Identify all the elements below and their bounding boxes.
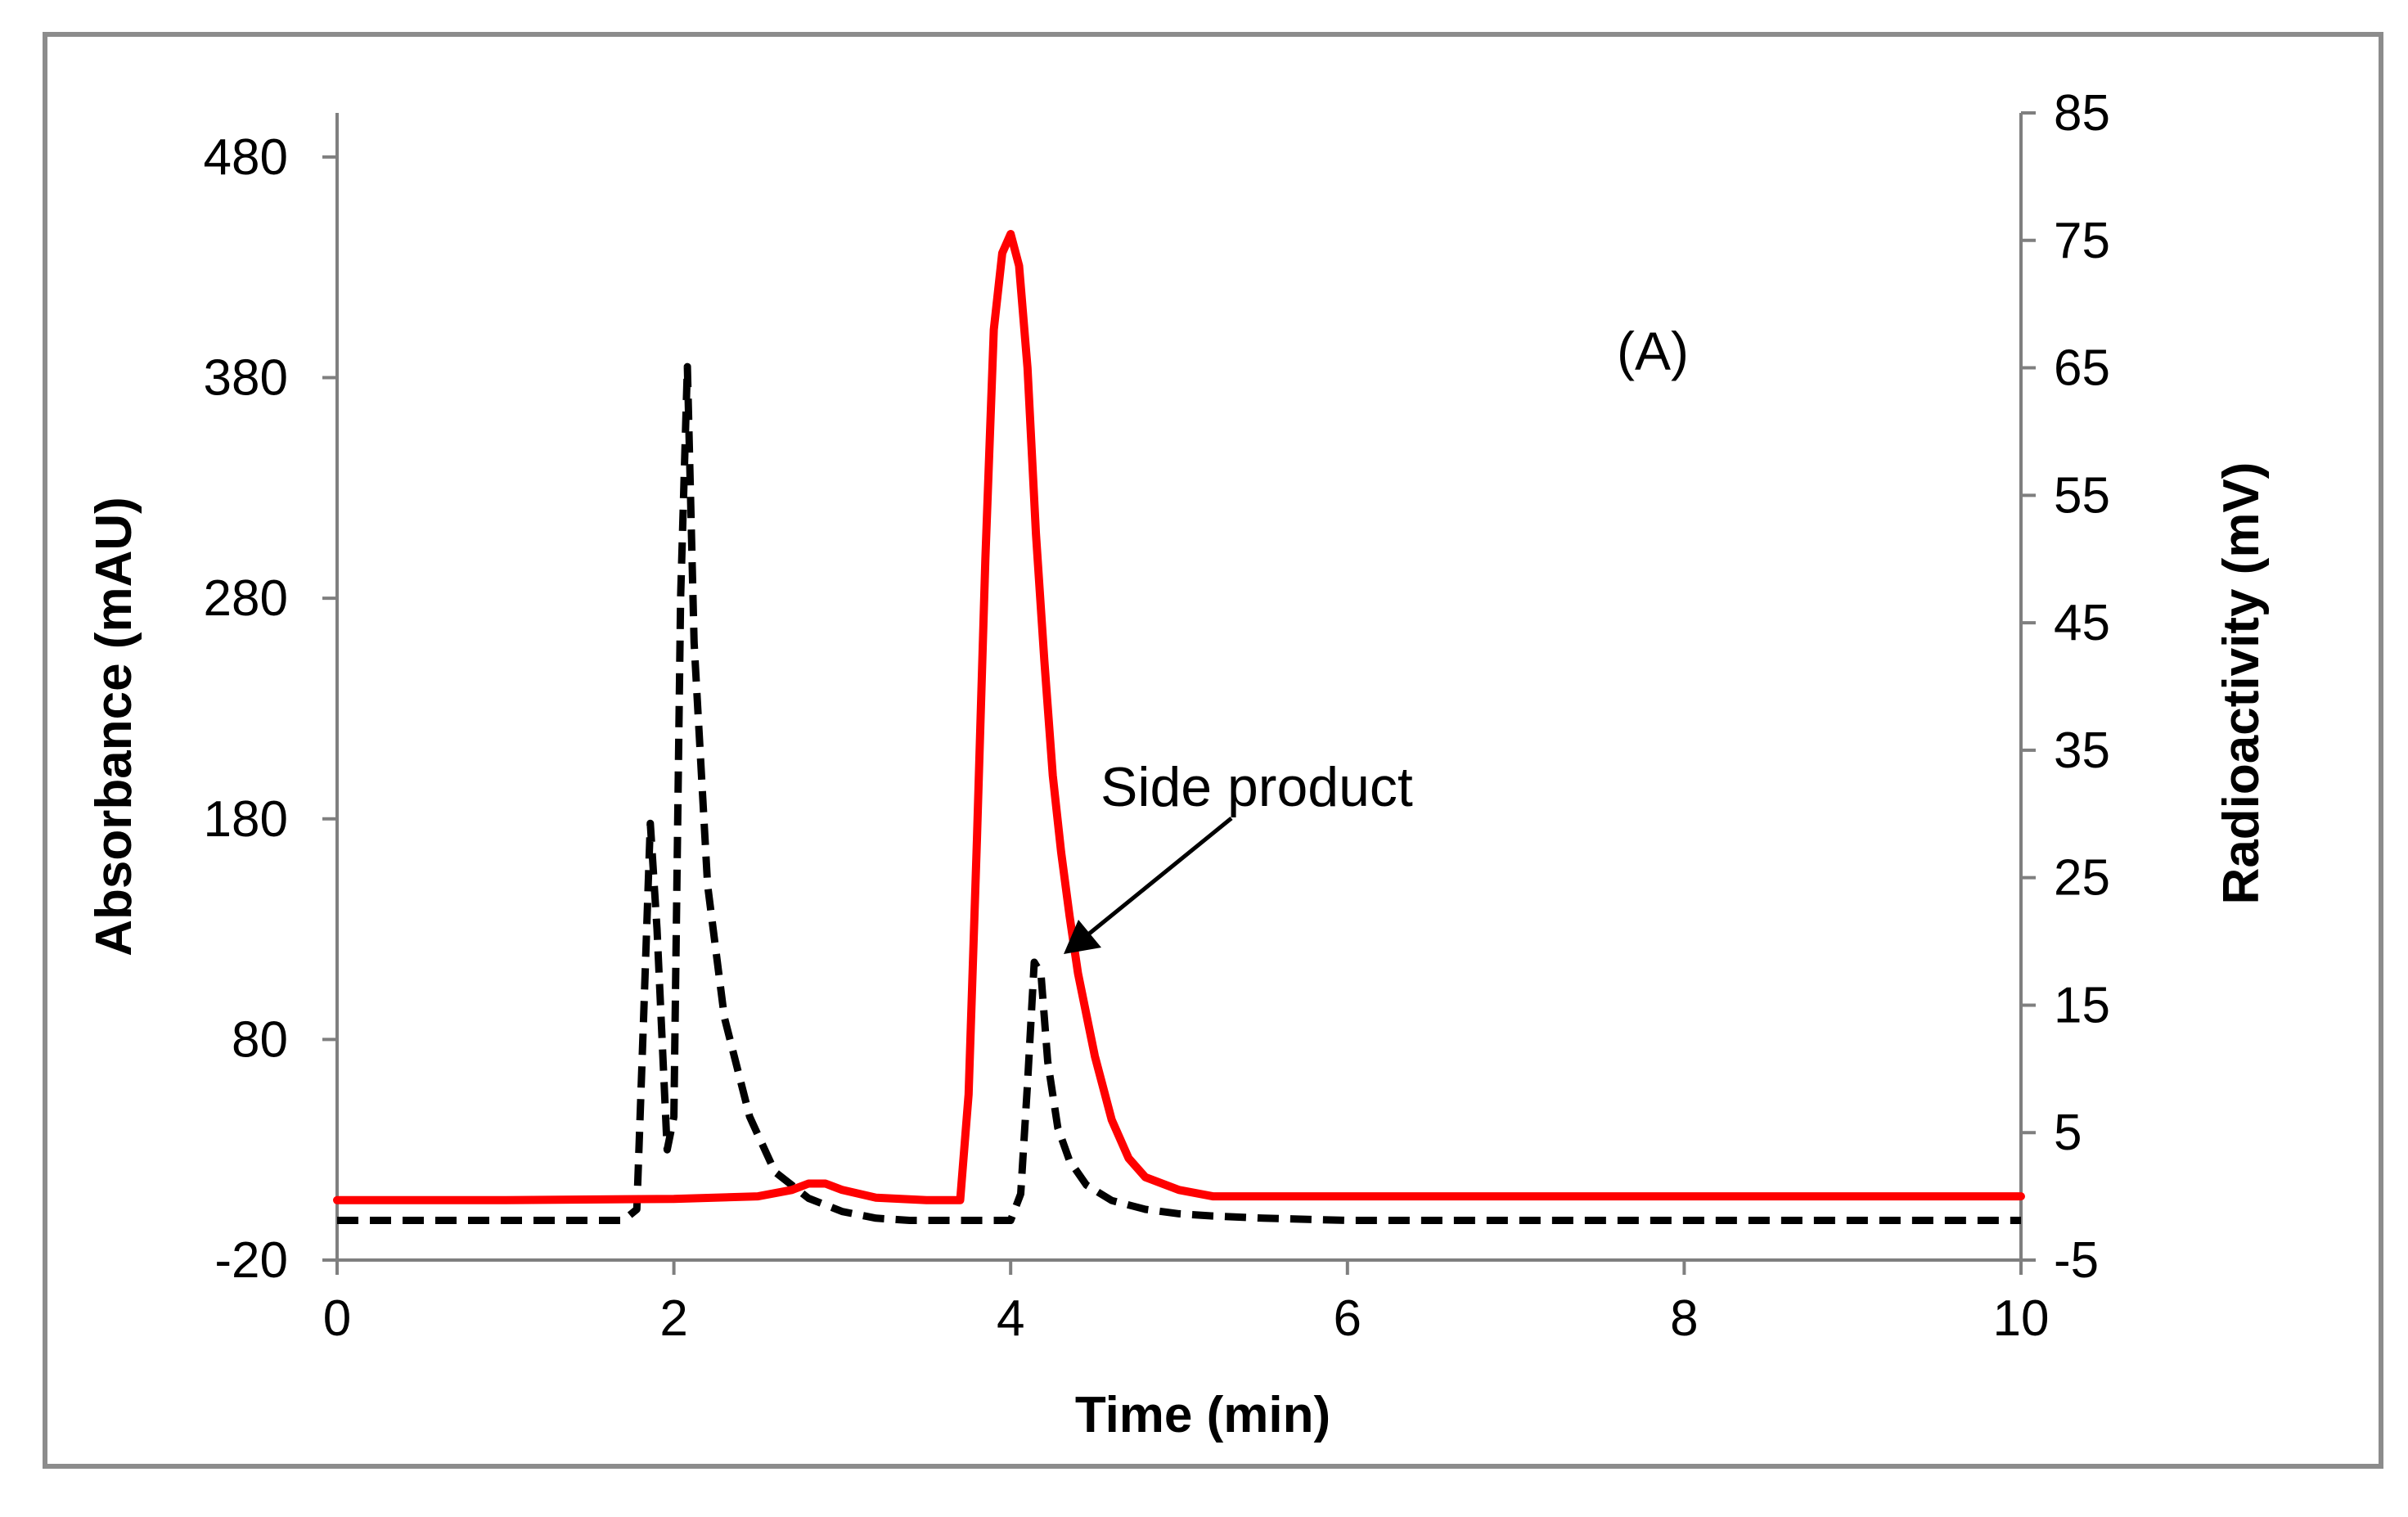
- annotation-arrow: [1087, 817, 1233, 936]
- y-left-tick-label: 80: [232, 1011, 288, 1068]
- x-axis-title: Time (min): [1075, 1387, 1330, 1443]
- series-absorbance-line: [337, 362, 2021, 1224]
- y-right-axis-title: Radioactivity (mV): [2213, 462, 2270, 905]
- axes: [322, 111, 2036, 1275]
- y-left-tick-label: -20: [214, 1232, 288, 1289]
- y-left-tick-label: 480: [204, 129, 288, 186]
- y-right-tick-label: 85: [2054, 85, 2110, 142]
- x-tick-label: 10: [1993, 1290, 2050, 1347]
- y-right-tick-label: 15: [2054, 977, 2110, 1033]
- y-right-tick-label: -5: [2054, 1232, 2099, 1289]
- y-right-tick-label: 35: [2054, 722, 2110, 779]
- x-tick-label: 0: [323, 1290, 351, 1347]
- x-tick-label: 2: [659, 1290, 687, 1347]
- y-right-tick-label: 25: [2054, 850, 2110, 907]
- x-tick-label: 4: [997, 1290, 1024, 1347]
- series-layer: [333, 230, 2025, 1224]
- y-left-axis-title: Absorbance (mAU): [86, 497, 142, 957]
- x-tick-label: 6: [1334, 1290, 1362, 1347]
- y-left-tick-label: 280: [204, 570, 288, 627]
- series-radioactivity-line: [333, 230, 2025, 1204]
- y-right-tick-label: 75: [2054, 213, 2110, 269]
- y-right-tick-label: 45: [2054, 595, 2110, 651]
- x-tick-label: 8: [1670, 1290, 1698, 1347]
- y-right-tick-label: 65: [2054, 340, 2110, 397]
- side-product-annotation: Side product: [1100, 756, 1413, 818]
- annotation-arrowhead: [1064, 920, 1101, 954]
- chart-frame: [43, 32, 2383, 1469]
- tick-labels: 0 2 4 6 8 10 -20 80 180 280 380 480 -5 5 15 25 35 45 55 65 7…: [204, 85, 2110, 1347]
- y-right-tick-label: 5: [2054, 1105, 2082, 1161]
- panel-label: (A): [1617, 321, 1689, 381]
- y-left-tick-label: 180: [204, 791, 288, 848]
- y-right-tick-label: 55: [2054, 467, 2110, 524]
- y-left-tick-label: 380: [204, 350, 288, 407]
